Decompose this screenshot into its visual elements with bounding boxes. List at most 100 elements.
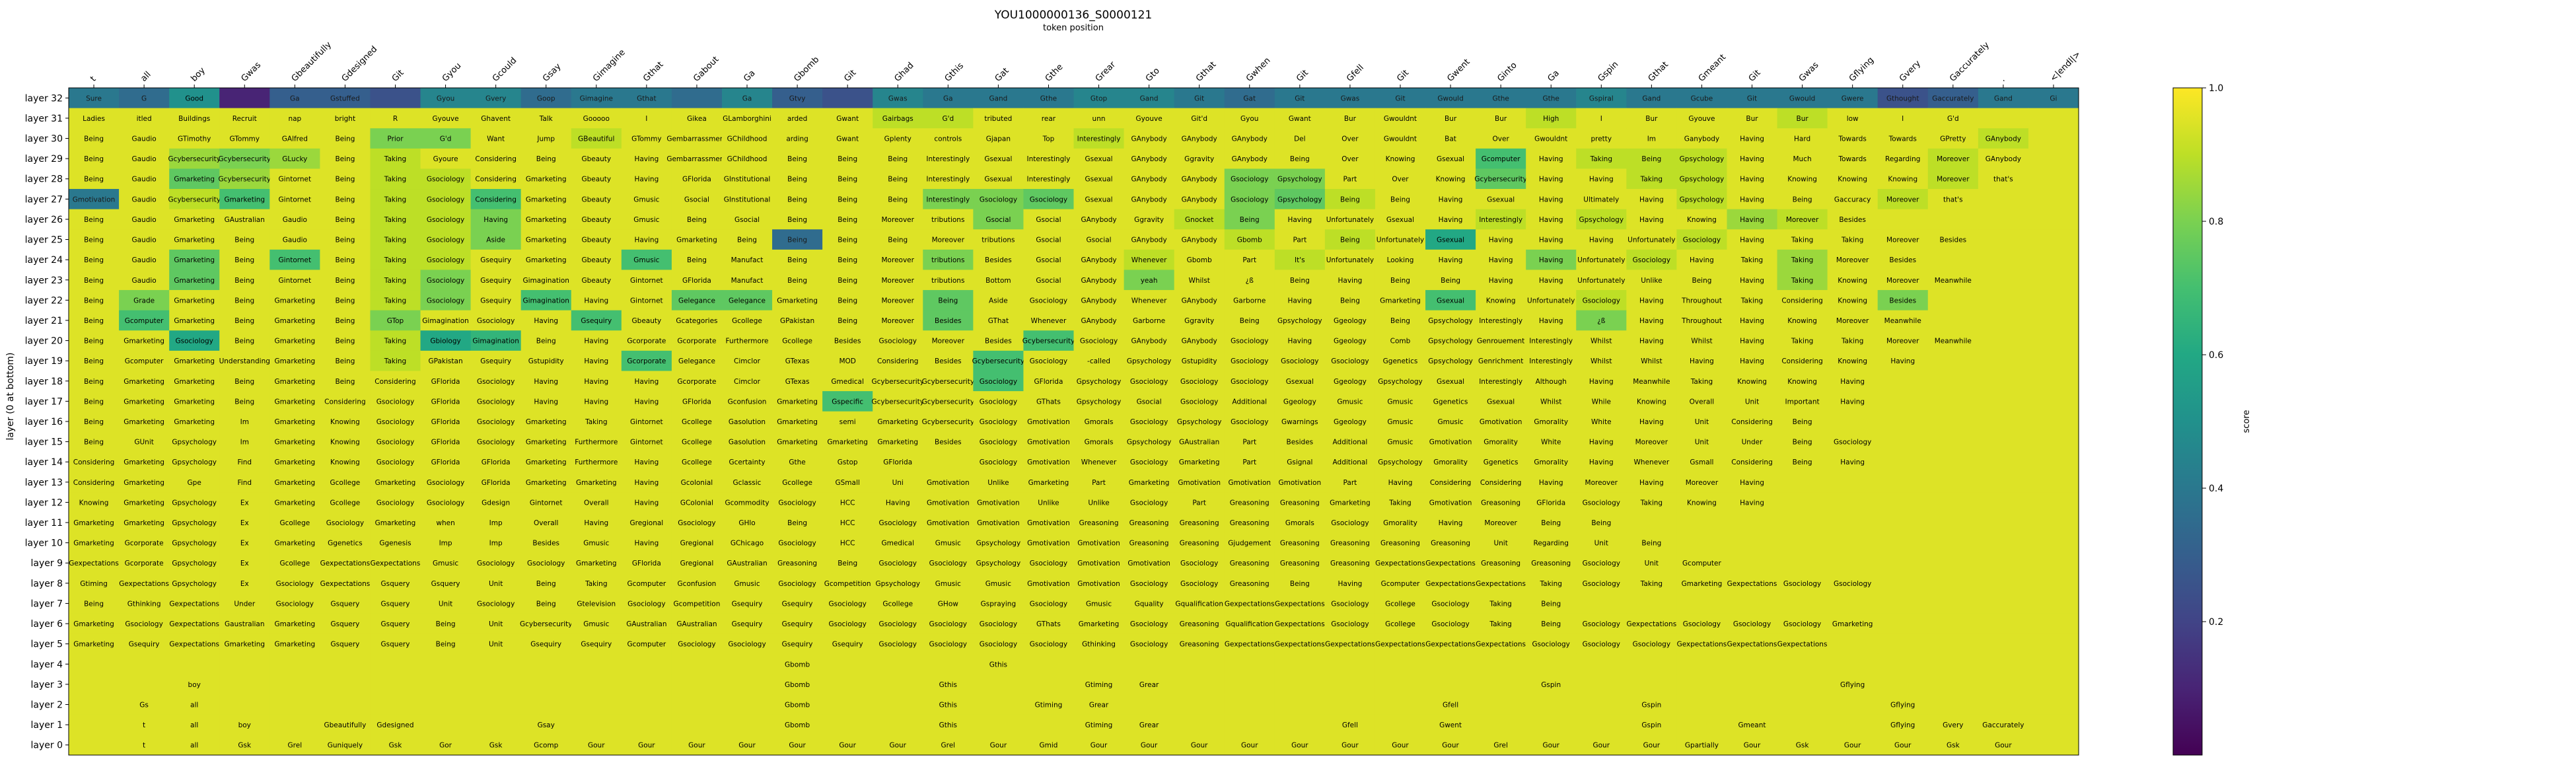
cell-label: Having — [634, 479, 659, 487]
heatmap-cell — [1927, 653, 1979, 675]
cell-label: GUnit — [134, 439, 154, 447]
heatmap-cell — [1476, 714, 1526, 735]
heatmap-cell — [1777, 371, 1828, 392]
heatmap-cell — [1023, 573, 1074, 594]
y-tick-label: layer 11 — [25, 518, 63, 528]
cell-label: Gpsychology — [875, 580, 920, 588]
cell-label: Ggeology — [1334, 418, 1367, 426]
heatmap-cell — [1626, 674, 1677, 695]
heatmap-cell — [1174, 653, 1225, 675]
cell-label: Considering — [1731, 458, 1772, 466]
cell-label: Gpsychology — [1378, 378, 1423, 386]
heatmap-cell — [1224, 694, 1275, 715]
heatmap-cell — [1927, 735, 1979, 756]
heatmap-cell — [1777, 108, 1828, 129]
heatmap-cell — [1224, 168, 1275, 190]
cell-label: Gcollege — [682, 418, 712, 426]
cell-label: Gtiming — [80, 580, 108, 588]
heatmap-cell — [1425, 653, 1476, 675]
cell-label: Gpsychology — [1579, 216, 1624, 224]
cell-label: Having — [634, 176, 659, 184]
heatmap-cell — [923, 694, 974, 715]
cell-label: HCC — [840, 499, 855, 507]
cell-label: Taking — [1791, 236, 1813, 244]
heatmap-cell — [1375, 512, 1426, 533]
heatmap-cell — [571, 391, 622, 412]
heatmap-cell — [1174, 714, 1225, 735]
heatmap-cell — [1727, 209, 1778, 230]
heatmap-cell — [923, 189, 974, 210]
heatmap-cell — [671, 552, 723, 574]
heatmap-cell — [1676, 694, 1727, 715]
cell-label: Taking — [384, 338, 406, 345]
heatmap-cell — [1827, 189, 1878, 210]
heatmap-cell — [119, 270, 170, 291]
cell-label: Gbomb — [785, 661, 810, 669]
cell-label: Being — [84, 378, 104, 386]
heatmap-cell — [721, 290, 773, 311]
cell-label: Gsquery — [381, 641, 410, 649]
cell-label: Moreover — [1886, 196, 1919, 203]
cell-label: Gsociology — [980, 439, 1017, 447]
heatmap-cell — [1576, 108, 1627, 129]
heatmap-cell — [470, 371, 522, 392]
heatmap-cell — [320, 451, 371, 473]
cell-label: Unlike — [987, 479, 1009, 487]
heatmap-cell — [1526, 613, 1577, 634]
heatmap-cell — [1877, 714, 1929, 735]
heatmap-cell — [1526, 391, 1577, 412]
heatmap-cell — [119, 391, 170, 412]
heatmap-cell — [621, 88, 672, 109]
heatmap-cell — [571, 148, 622, 169]
cell-label: Gintornet — [279, 256, 312, 264]
heatmap-cell — [219, 613, 270, 634]
heatmap-cell — [571, 310, 622, 331]
cell-label: Gyou — [1240, 115, 1258, 123]
heatmap-cell — [1676, 714, 1727, 735]
cell-label: Gsociology — [980, 378, 1017, 386]
heatmap-cell — [772, 330, 823, 351]
heatmap-cell — [1777, 552, 1828, 574]
heatmap-cell — [269, 674, 320, 695]
cell-label: that's — [1993, 176, 2013, 184]
heatmap-cell — [1124, 674, 1175, 695]
heatmap-cell — [671, 310, 723, 331]
heatmap-cell — [1676, 371, 1727, 392]
heatmap-cell — [1727, 552, 1778, 574]
cell-label: Taking — [1690, 378, 1713, 386]
cell-label: t — [143, 742, 145, 750]
cell-label: GAnybody — [1081, 256, 1116, 264]
cell-label: Besides — [935, 357, 962, 365]
cell-label: Being — [234, 297, 254, 305]
heatmap-cell — [1174, 290, 1225, 311]
heatmap-cell — [1476, 634, 1526, 655]
heatmap-cell — [1476, 391, 1526, 412]
cell-label: Gexpectations — [1375, 560, 1425, 567]
heatmap-cell — [119, 451, 170, 473]
cell-label: GAnybody — [1081, 317, 1116, 325]
heatmap-cell — [320, 310, 371, 331]
y-tick-label: layer 29 — [25, 154, 63, 164]
heatmap-cell — [1576, 310, 1627, 331]
cell-label: Gregional — [680, 540, 714, 548]
heatmap-cell — [1727, 593, 1778, 614]
cell-label: Gaudio — [283, 216, 307, 224]
cell-label: Gmarketing — [275, 398, 316, 406]
heatmap-cell — [269, 371, 320, 392]
y-tick-label: layer 6 — [31, 619, 63, 630]
cell-label: Gcollege — [279, 560, 310, 567]
x-tick-label: Gmeant — [1697, 52, 1728, 83]
heatmap-cell — [1324, 613, 1376, 634]
cell-label: Gmusic — [633, 216, 659, 224]
cell-label: GAnybody — [1131, 338, 1167, 345]
heatmap-cell — [1073, 249, 1125, 270]
cell-label: Gsquery — [431, 580, 460, 588]
heatmap-cell — [923, 88, 974, 109]
cell-label: Gsk — [489, 742, 503, 750]
cell-label: Talk — [539, 115, 554, 123]
heatmap-cell — [1877, 552, 1929, 574]
cell-label: Gbeautifully — [324, 721, 367, 729]
heatmap-cell — [721, 552, 773, 574]
cell-label: Having — [1890, 357, 1915, 365]
heatmap-cell — [420, 694, 472, 715]
